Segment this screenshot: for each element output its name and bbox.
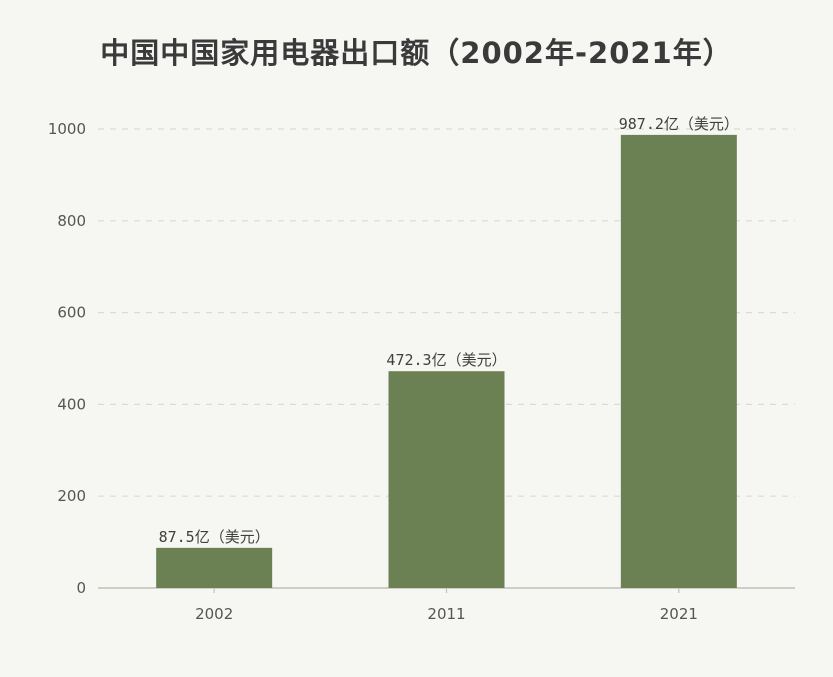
chart-title: 中国中国家用电器出口额（2002年-2021年） bbox=[100, 36, 733, 70]
y-tick-label: 1000 bbox=[48, 120, 86, 138]
x-tick-label: 2011 bbox=[427, 605, 465, 623]
bar bbox=[620, 134, 737, 589]
y-tick-label: 200 bbox=[57, 487, 86, 505]
data-label: 87.5亿（美元） bbox=[159, 528, 270, 546]
x-tick-label: 2021 bbox=[660, 605, 698, 623]
y-tick-label: 0 bbox=[76, 579, 86, 597]
bar bbox=[388, 371, 505, 588]
y-tick-label: 800 bbox=[57, 212, 86, 230]
y-tick-label: 600 bbox=[57, 304, 86, 322]
bar bbox=[156, 547, 273, 588]
y-tick-label: 400 bbox=[57, 395, 86, 413]
data-label: 472.3亿（美元） bbox=[386, 351, 506, 369]
x-tick-label: 2002 bbox=[195, 605, 233, 623]
data-label: 987.2亿（美元） bbox=[619, 115, 739, 133]
